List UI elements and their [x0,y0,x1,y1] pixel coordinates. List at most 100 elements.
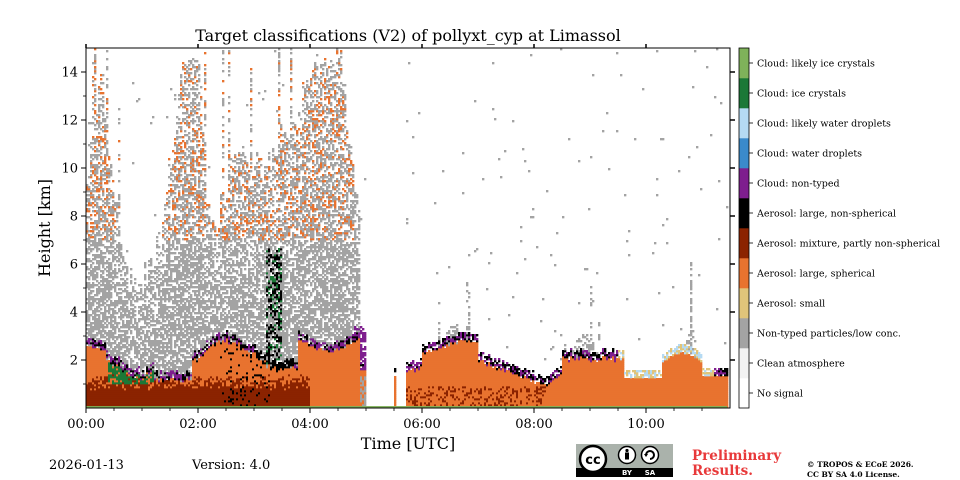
classification-cell [130,374,133,377]
classification-cell [188,316,191,319]
classification-cell [122,308,125,311]
classification-cell [118,372,121,375]
classification-cell [142,318,145,321]
classification-cell [94,72,97,75]
classification-cell [118,390,121,393]
classification-cell [94,390,97,393]
classification-cell [100,138,103,141]
classification-cell [194,356,197,359]
classification-cell [118,296,121,299]
classification-cell [212,334,215,337]
classification-cell [168,388,171,391]
classification-cell [174,300,177,303]
classification-cell [174,324,177,327]
classification-cell [180,316,183,319]
classification-cell [114,332,117,335]
classification-cell [150,340,153,343]
classification-cell [168,392,171,395]
classification-cell [184,356,187,359]
classification-cell [186,328,189,331]
classification-cell [188,230,191,233]
classification-cell [114,358,117,361]
classification-cell [110,388,113,391]
classification-cell [174,268,177,271]
classification-cell [132,398,135,401]
classification-cell [180,126,183,129]
classification-cell [130,316,133,319]
classification-cell [194,372,197,375]
classification-cell [150,352,153,355]
classification-cell [188,116,191,119]
classification-cell [188,382,191,385]
classification-cell [178,122,181,125]
classification-cell [186,366,189,369]
classification-cell [144,288,147,291]
classification-cell [172,290,175,293]
classification-cell [88,200,91,203]
classification-cell [164,356,167,359]
classification-cell [188,320,191,323]
classification-cell [204,74,207,77]
classification-cell [102,386,105,389]
classification-cell [156,334,159,337]
classification-cell [130,400,133,403]
classification-cell [198,280,201,283]
classification-cell [172,218,175,221]
classification-cell [182,316,185,319]
classification-cell [134,348,137,351]
classification-cell [176,258,179,261]
classification-cell [120,256,123,259]
classification-cell [196,316,199,319]
classification-cell [124,312,127,315]
classification-cell [162,310,165,313]
classification-cell [198,352,201,355]
classification-cell [184,94,187,97]
classification-cell [100,340,103,343]
classification-cell [194,120,197,123]
classification-cell [168,244,171,247]
classification-cell [168,294,171,297]
classification-cell [180,348,183,351]
classification-cell [108,364,111,367]
classification-cell [198,212,201,215]
classification-cell [176,374,179,377]
classification-cell [88,356,91,359]
classification-cell [182,140,185,143]
classification-cell [90,396,93,399]
classification-cell [104,252,107,255]
classification-cell [170,326,173,329]
classification-cell [178,324,181,327]
classification-cell [180,228,183,231]
classification-cell [174,376,177,379]
classification-cell [86,190,89,193]
classification-cell [88,402,91,405]
classification-cell [94,324,97,327]
classification-cell [192,306,195,309]
classification-cell [110,398,113,401]
classification-cell [90,222,93,225]
classification-cell [198,68,201,71]
classification-cell [120,372,123,375]
classification-cell [176,336,179,339]
classification-cell [162,244,165,247]
classification-cell [108,280,111,283]
classification-cell [98,114,101,117]
classification-cell [180,340,183,343]
classification-cell [176,354,179,357]
classification-cell [96,276,99,279]
classification-cell [158,330,161,333]
classification-cell [168,340,171,343]
classification-cell [178,194,181,197]
classification-cell [190,226,193,229]
classification-cell [186,300,189,303]
classification-cell [200,340,203,343]
classification-cell [86,194,89,197]
classification-cell [150,354,153,357]
classification-cell [100,320,103,323]
classification-cell [122,282,125,285]
classification-cell [192,194,195,197]
classification-cell [164,370,167,373]
classification-cell [180,404,183,407]
classification-cell [204,102,207,105]
classification-cell [170,336,173,339]
